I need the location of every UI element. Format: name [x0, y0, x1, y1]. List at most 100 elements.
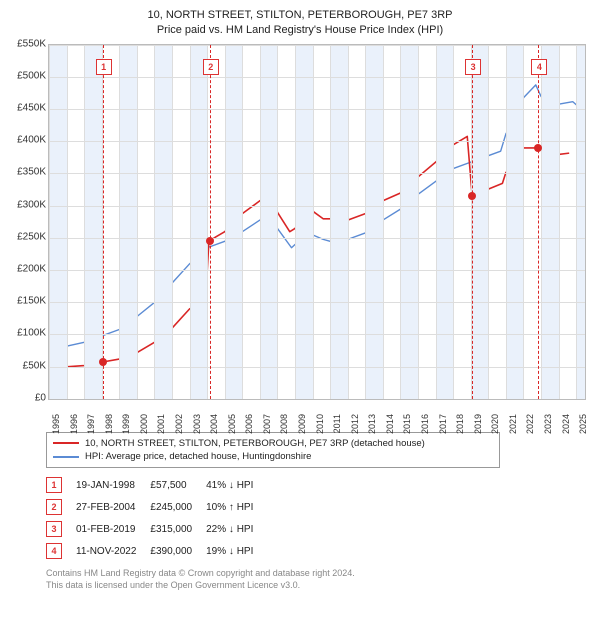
event-price: £245,000 — [150, 496, 206, 518]
year-band — [330, 45, 348, 399]
event-price: £57,500 — [150, 474, 206, 496]
h-gridline — [49, 206, 585, 207]
h-gridline — [49, 302, 585, 303]
x-tick-label: 2013 — [367, 414, 377, 434]
marker-guideline — [472, 45, 473, 399]
chart-titles: 10, NORTH STREET, STILTON, PETERBOROUGH,… — [10, 8, 590, 38]
table-row: 227-FEB-2004£245,00010% ↑ HPI — [46, 496, 267, 518]
y-tick-label: £400K — [17, 135, 46, 146]
year-band — [365, 45, 383, 399]
v-gridline — [488, 45, 489, 399]
x-tick-label: 2009 — [297, 414, 307, 434]
marker-box: 2 — [203, 59, 219, 75]
x-tick-label: 2024 — [561, 414, 571, 434]
v-gridline — [84, 45, 85, 399]
event-date: 27-FEB-2004 — [76, 496, 150, 518]
table-row: 411-NOV-2022£390,00019% ↓ HPI — [46, 540, 267, 562]
legend-label: 10, NORTH STREET, STILTON, PETERBOROUGH,… — [85, 437, 425, 450]
year-band — [541, 45, 559, 399]
v-gridline — [559, 45, 560, 399]
year-band — [260, 45, 278, 399]
x-tick-label: 2014 — [385, 414, 395, 434]
x-tick-label: 2018 — [455, 414, 465, 434]
h-gridline — [49, 238, 585, 239]
title-line-1: 10, NORTH STREET, STILTON, PETERBOROUGH,… — [10, 8, 590, 23]
year-band — [576, 45, 585, 399]
event-marker: 4 — [46, 540, 76, 562]
year-band — [84, 45, 102, 399]
x-tick-label: 2017 — [438, 414, 448, 434]
x-tick-label: 2001 — [156, 414, 166, 434]
y-tick-label: £0 — [35, 392, 46, 403]
v-gridline — [348, 45, 349, 399]
x-tick-label: 2023 — [543, 414, 553, 434]
year-band — [436, 45, 454, 399]
legend-label: HPI: Average price, detached house, Hunt… — [85, 450, 311, 463]
x-tick-label: 1996 — [69, 414, 79, 434]
h-gridline — [49, 270, 585, 271]
x-tick-label: 1995 — [51, 414, 61, 434]
x-tick-label: 2007 — [262, 414, 272, 434]
marker-dot — [206, 237, 214, 245]
v-gridline — [436, 45, 437, 399]
v-gridline — [453, 45, 454, 399]
event-delta: 10% ↑ HPI — [206, 496, 267, 518]
x-tick-label: 2022 — [525, 414, 535, 434]
h-gridline — [49, 334, 585, 335]
x-tick-label: 1997 — [86, 414, 96, 434]
x-tick-label: 2012 — [350, 414, 360, 434]
marker-dot — [534, 144, 542, 152]
v-gridline — [172, 45, 173, 399]
x-axis: 1995199619971998199920002001200220032004… — [48, 400, 586, 424]
event-date: 11-NOV-2022 — [76, 540, 150, 562]
events-table: 119-JAN-1998£57,50041% ↓ HPI227-FEB-2004… — [46, 474, 267, 562]
y-tick-label: £50K — [23, 360, 46, 371]
x-tick-label: 2020 — [490, 414, 500, 434]
marker-dot — [99, 358, 107, 366]
legend-row: 10, NORTH STREET, STILTON, PETERBOROUGH,… — [53, 437, 493, 450]
h-gridline — [49, 77, 585, 78]
x-tick-label: 2006 — [244, 414, 254, 434]
marker-guideline — [103, 45, 104, 399]
y-tick-label: £300K — [17, 199, 46, 210]
page: 10, NORTH STREET, STILTON, PETERBOROUGH,… — [0, 0, 600, 620]
y-tick-label: £350K — [17, 167, 46, 178]
table-row: 119-JAN-1998£57,50041% ↓ HPI — [46, 474, 267, 496]
y-tick-label: £150K — [17, 296, 46, 307]
h-gridline — [49, 141, 585, 142]
v-gridline — [225, 45, 226, 399]
x-tick-label: 2003 — [192, 414, 202, 434]
event-marker: 1 — [46, 474, 76, 496]
year-band — [49, 45, 67, 399]
x-tick-label: 2004 — [209, 414, 219, 434]
v-gridline — [330, 45, 331, 399]
h-gridline — [49, 173, 585, 174]
footer-line-1: Contains HM Land Registry data © Crown c… — [46, 568, 590, 580]
x-tick-label: 1998 — [104, 414, 114, 434]
v-gridline — [260, 45, 261, 399]
marker-box: 4 — [531, 59, 547, 75]
event-marker: 2 — [46, 496, 76, 518]
marker-box: 3 — [465, 59, 481, 75]
x-tick-label: 2015 — [402, 414, 412, 434]
year-band — [225, 45, 243, 399]
v-gridline — [313, 45, 314, 399]
table-row: 301-FEB-2019£315,00022% ↓ HPI — [46, 518, 267, 540]
y-axis: £0£50K£100K£150K£200K£250K£300K£350K£400… — [10, 44, 48, 400]
event-delta: 22% ↓ HPI — [206, 518, 267, 540]
event-price: £315,000 — [150, 518, 206, 540]
v-gridline — [523, 45, 524, 399]
x-tick-label: 2016 — [420, 414, 430, 434]
year-band — [295, 45, 313, 399]
v-gridline — [190, 45, 191, 399]
x-tick-label: 2002 — [174, 414, 184, 434]
x-tick-label: 2021 — [508, 414, 518, 434]
marker-dot — [468, 192, 476, 200]
event-date: 19-JAN-1998 — [76, 474, 150, 496]
x-tick-label: 1999 — [121, 414, 131, 434]
h-gridline — [49, 109, 585, 110]
footer-line-2: This data is licensed under the Open Gov… — [46, 580, 590, 592]
y-tick-label: £500K — [17, 70, 46, 81]
marker-box: 1 — [96, 59, 112, 75]
marker-guideline — [210, 45, 211, 399]
